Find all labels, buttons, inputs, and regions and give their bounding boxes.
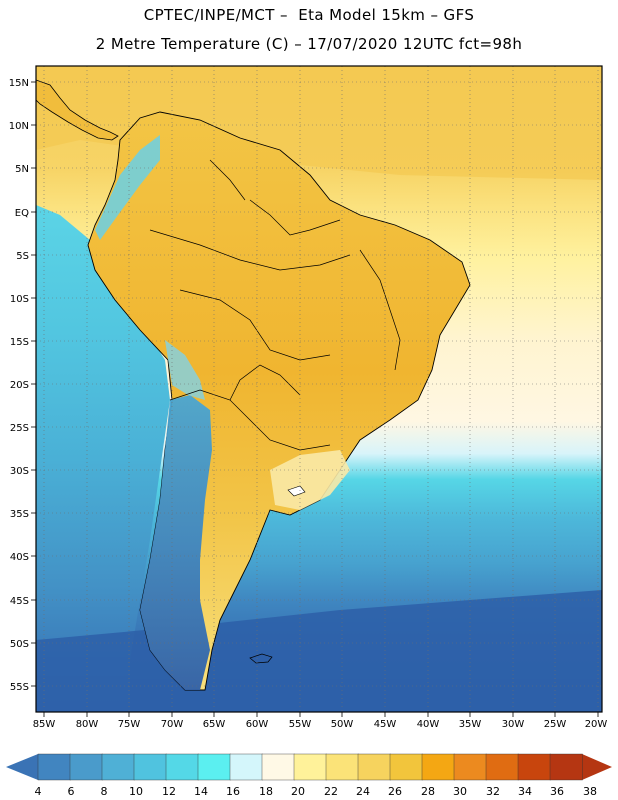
falkland-islands [249,653,273,664]
colorbar-swatch [261,753,295,781]
colorbar-label: 26 [388,785,402,798]
central-andes-cold [165,340,205,400]
map-title: CPTEC/INPE/MCT – Eta Model 15km – GFS [143,6,475,24]
colorbar-swatch [229,753,263,781]
temperature-colorbar: 4 6 8 10 12 14 16 18 20 22 24 26 28 30 3… [6,753,612,798]
colorbar-label: 34 [518,785,532,798]
northern-andes-cold [95,135,160,240]
colorbar-swatch [453,753,487,781]
axis-ticks [31,81,599,717]
lat-label: 5S [16,251,29,262]
lat-label: 55S [10,682,29,693]
colorbar-label: 22 [324,785,338,798]
colorbar-label: 6 [68,785,75,798]
colorbar-swatch [133,753,167,781]
lon-label: 80W [76,719,99,730]
lon-label: 85W [33,719,56,730]
colorbar-label: 20 [291,785,305,798]
lon-label: 60W [246,719,269,730]
colorbar-label: 8 [101,785,108,798]
uruguay-region [270,450,350,510]
lon-label: 30W [502,719,525,730]
lon-label: 50W [331,719,354,730]
lat-label: 45S [10,596,29,607]
lon-label: 75W [118,719,141,730]
colorbar-swatch [421,753,455,781]
colorbar-swatch [389,753,423,781]
lon-label: 70W [161,719,184,730]
colorbar-min-arrow [6,754,38,780]
lon-label: 45W [374,719,397,730]
lat-label: 20S [10,380,29,391]
colorbar-swatch [517,753,551,781]
colorbar-label: 18 [259,785,273,798]
colorbar-label: 16 [226,785,240,798]
lat-label: 10S [10,294,29,305]
colorbar-label: 14 [194,785,208,798]
central-america [36,79,119,141]
lon-label: 65W [203,719,226,730]
lon-label: 35W [459,719,482,730]
colorbar-swatch [165,753,199,781]
lat-label: 40S [10,552,29,563]
lon-label: 55W [289,719,312,730]
colorbar-swatch [37,753,71,781]
andes-cold-region [140,395,212,690]
colorbar-label: 10 [129,785,143,798]
map-field [36,66,602,712]
lat-label: 30S [10,466,29,477]
colorbar-label: 38 [583,785,597,798]
longitude-labels: 85W 80W 75W 70W 65W 60W 55W 50W 45W 40W … [33,719,608,730]
lon-label: 25W [544,719,567,730]
colorbar-swatch [357,753,391,781]
colorbar-label: 12 [162,785,176,798]
colorbar-swatch [549,753,583,781]
lon-label: 20W [585,719,608,730]
lat-label: 25S [10,423,29,434]
lat-label: 15N [9,78,29,89]
country-borders [149,159,401,451]
colorbar-swatch [485,753,519,781]
colorbar-label: 32 [486,785,500,798]
lat-label: EQ [15,208,29,219]
colorbar-label: 4 [35,785,42,798]
lake [287,485,306,497]
lat-label: 35S [10,509,29,520]
colorbar-swatch [197,753,231,781]
colorbar-label: 30 [453,785,467,798]
lat-label: 10N [9,121,29,132]
map-subtitle: 2 Metre Temperature (C) – 17/07/2020 12U… [95,35,523,53]
map-frame [35,65,603,713]
colorbar-swatch [69,753,103,781]
colorbar-swatch [325,753,359,781]
lon-label: 40W [417,719,440,730]
lat-label: 15S [10,337,29,348]
colorbar-max-arrow [582,754,612,780]
lat-label: 50S [10,639,29,650]
colorbar-swatch [293,753,327,781]
colorbar-label: 24 [356,785,370,798]
latitude-labels: 15N 10N 5N EQ 5S 10S 15S 20S 25S 30S 35S… [9,78,29,693]
pacific-ocean-field [36,205,170,712]
colorbar-swatch [101,753,135,781]
lat-label: 5N [15,164,29,175]
colorbar-label: 36 [550,785,564,798]
colorbar-label: 28 [421,785,435,798]
